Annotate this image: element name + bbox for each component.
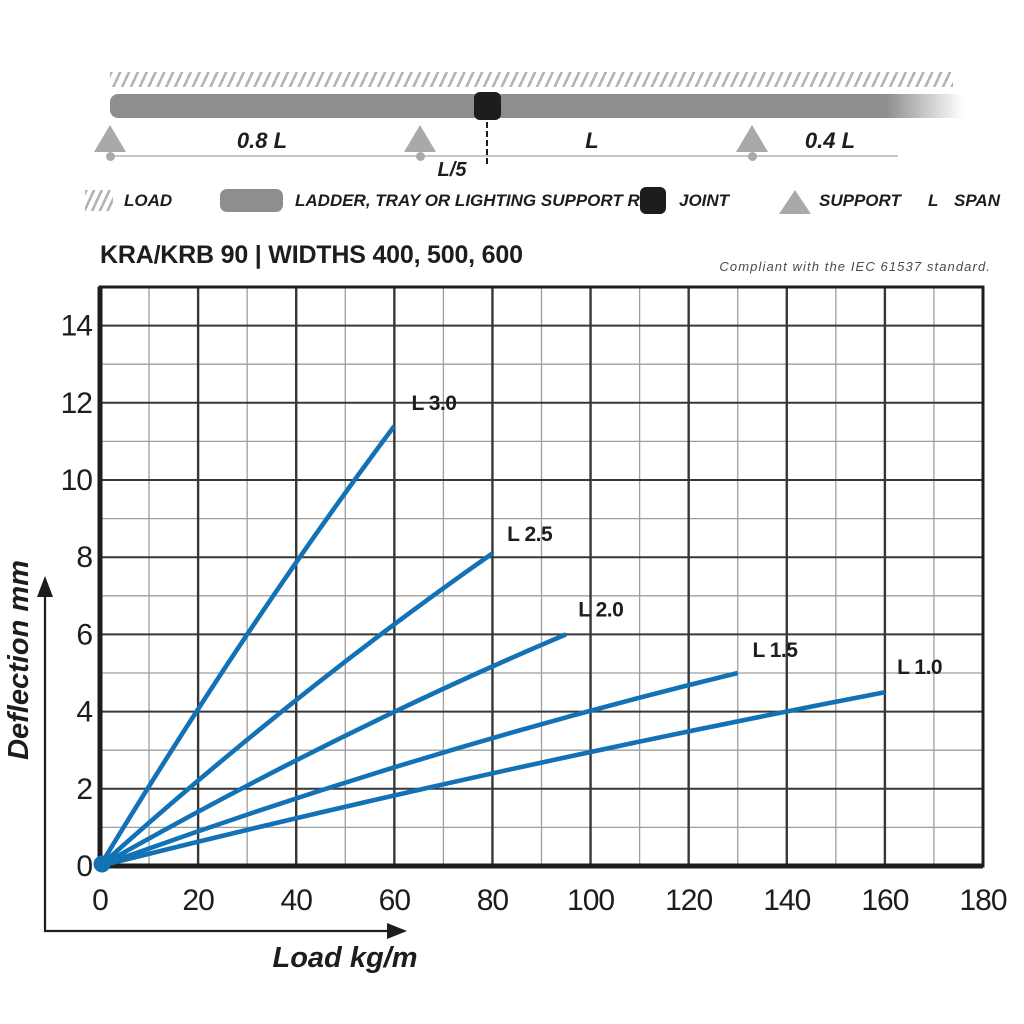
support-triangle-icon <box>94 125 126 152</box>
y-tick-label: 6 <box>76 618 92 651</box>
x-tick-label: 60 <box>379 884 411 917</box>
y-tick-label: 10 <box>61 464 93 497</box>
x-tick-label: 100 <box>567 884 614 917</box>
joint-marker-icon <box>474 92 501 120</box>
x-tick-label: 140 <box>763 884 810 917</box>
page-title: KRA/KRB 90 | WIDTHS 400, 500, 600 <box>100 241 523 269</box>
y-tick-label: 12 <box>61 387 93 420</box>
y-axis-title: Deflection mm <box>3 560 35 760</box>
x-tick-label: 20 <box>182 884 214 917</box>
legend-load-hatch-icon <box>85 190 113 211</box>
legend-label-support: SUPPORT <box>819 191 901 210</box>
span-label-right: 0.4 L <box>804 128 856 153</box>
joint-dashed-line <box>486 122 488 164</box>
series-label: L 2.0 <box>578 598 623 621</box>
dimension-line <box>110 155 898 157</box>
y-tick-label: 8 <box>76 541 92 574</box>
series-line <box>98 632 567 869</box>
legend-label-span: SPAN <box>954 191 1000 210</box>
y-tick-label: 2 <box>76 773 92 806</box>
x-tick-label: 40 <box>281 884 313 917</box>
legend-label-joint: JOINT <box>679 191 730 210</box>
y-tick-label: 14 <box>61 310 93 343</box>
series-line <box>98 424 397 868</box>
span-label-mid: L <box>585 128 599 153</box>
series-line <box>99 670 739 869</box>
span-label-joint-offset: L/5 <box>437 159 467 181</box>
y-tick-label: 0 <box>76 850 92 883</box>
support-rail-bar-icon <box>110 94 963 118</box>
series-label: L 1.5 <box>752 639 798 662</box>
x-axis-arrow-head-icon <box>387 923 407 939</box>
series-label: L 2.5 <box>507 523 553 546</box>
legend-support-triangle-icon <box>779 190 811 214</box>
x-axis-title: Load kg/m <box>272 942 417 974</box>
span-label-left: 0.8 L <box>236 128 288 153</box>
legend-label-load: LOAD <box>124 191 173 210</box>
series-line <box>98 551 494 868</box>
legend-joint-swatch-icon <box>640 187 666 214</box>
legend-span-symbol: L <box>928 191 939 210</box>
legend-label-rail: LADDER, TRAY OR LIGHTING SUPPORT RAIL <box>295 191 668 210</box>
load-hatch-band-icon <box>110 72 953 87</box>
series-label: L 3.0 <box>412 392 457 415</box>
compliance-note: Compliant with the IEC 61537 standard. <box>719 259 991 274</box>
y-tick-label: 4 <box>76 696 92 729</box>
x-tick-label: 180 <box>959 884 1006 917</box>
y-axis-arrow-head-icon <box>37 576 53 597</box>
series-label: L 1.0 <box>897 656 942 679</box>
series-line <box>99 690 886 869</box>
dimension-dot-icon <box>416 152 425 161</box>
support-triangle-icon <box>404 125 436 152</box>
x-tick-label: 120 <box>665 884 712 917</box>
dimension-dot-icon <box>748 152 757 161</box>
origin-dot <box>93 855 111 873</box>
support-triangle-icon <box>736 125 768 152</box>
legend-rail-swatch-icon <box>220 189 283 212</box>
x-tick-label: 80 <box>477 884 509 917</box>
x-tick-label: 0 <box>92 884 108 917</box>
x-tick-label: 160 <box>861 884 908 917</box>
dimension-dot-icon <box>106 152 115 161</box>
